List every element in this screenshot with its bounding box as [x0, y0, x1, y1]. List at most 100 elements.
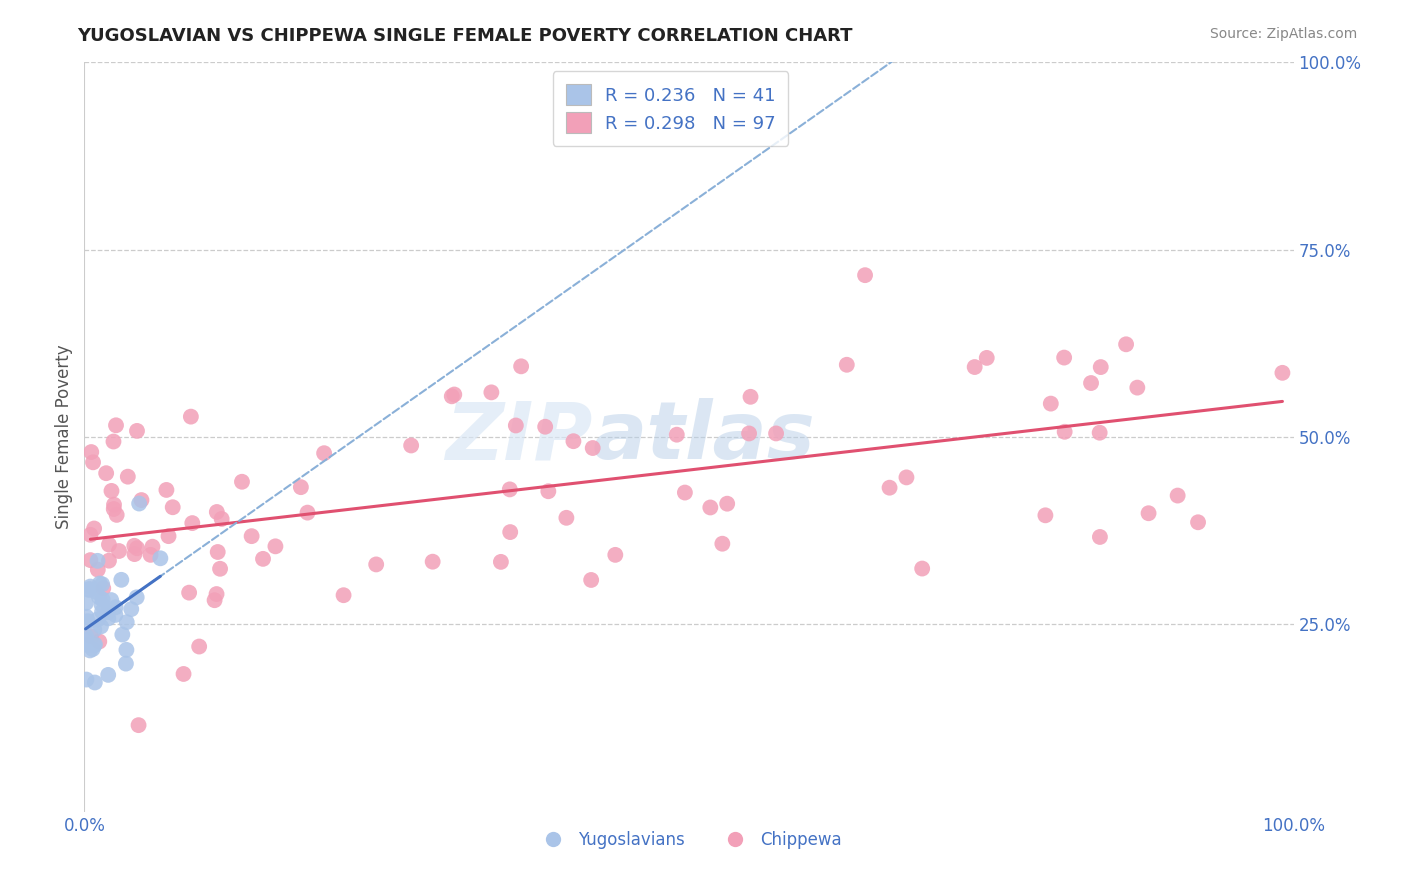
Point: [499, 525, 522, 540]
Point: [1035, 508, 1057, 523]
Point: [211, 512, 233, 526]
Point: [1053, 351, 1076, 365]
Point: [1080, 376, 1102, 390]
Point: [91, 605, 114, 619]
Point: [90, 619, 112, 633]
Point: [911, 561, 934, 575]
Point: [534, 419, 557, 434]
Point: [716, 497, 738, 511]
Text: atlas: atlas: [592, 398, 815, 476]
Point: [90, 598, 112, 612]
Point: [252, 552, 274, 566]
Point: [87, 612, 110, 626]
Point: [124, 547, 146, 561]
Point: [1167, 489, 1189, 503]
Point: [537, 484, 560, 499]
Point: [180, 409, 202, 424]
Point: [240, 529, 263, 543]
Point: [582, 441, 605, 455]
Point: [188, 640, 211, 654]
Point: [104, 607, 127, 622]
Point: [76, 638, 98, 652]
Point: [75, 673, 97, 687]
Point: [75, 630, 97, 644]
Point: [83, 521, 105, 535]
Point: [209, 562, 232, 576]
Point: [117, 469, 139, 483]
Point: [332, 588, 354, 602]
Point: [699, 500, 721, 515]
Point: [1088, 530, 1111, 544]
Legend: Yugoslavians, Chippewa: Yugoslavians, Chippewa: [530, 824, 848, 855]
Point: [1271, 366, 1294, 380]
Point: [422, 555, 444, 569]
Point: [665, 427, 688, 442]
Point: [104, 600, 127, 615]
Point: [97, 605, 120, 619]
Point: [120, 602, 142, 616]
Point: [1053, 425, 1076, 439]
Point: [479, 385, 502, 400]
Point: [231, 475, 253, 489]
Point: [1137, 506, 1160, 520]
Point: [75, 609, 97, 624]
Point: [141, 540, 163, 554]
Point: [111, 627, 134, 641]
Point: [125, 591, 148, 605]
Point: [673, 485, 696, 500]
Point: [1088, 425, 1111, 440]
Point: [83, 675, 105, 690]
Point: [83, 623, 105, 637]
Point: [131, 493, 153, 508]
Point: [1039, 396, 1062, 410]
Text: ZIP: ZIP: [444, 398, 592, 476]
Point: [443, 387, 465, 401]
Point: [738, 426, 761, 441]
Point: [79, 643, 101, 657]
Point: [79, 553, 101, 567]
Point: [125, 424, 148, 438]
Point: [75, 596, 97, 610]
Point: [91, 582, 114, 596]
Point: [579, 573, 602, 587]
Point: [181, 516, 204, 530]
Point: [76, 614, 98, 628]
Y-axis label: Single Female Poverty: Single Female Poverty: [55, 345, 73, 529]
Point: [179, 585, 201, 599]
Point: [555, 510, 578, 524]
Point: [115, 615, 138, 629]
Point: [115, 643, 138, 657]
Point: [91, 577, 114, 591]
Point: [128, 496, 150, 510]
Point: [98, 554, 121, 568]
Point: [128, 718, 150, 732]
Point: [108, 544, 131, 558]
Point: [1090, 360, 1112, 375]
Point: [896, 470, 918, 484]
Point: [207, 545, 229, 559]
Point: [103, 502, 125, 516]
Point: [103, 498, 125, 512]
Point: [91, 592, 114, 607]
Point: [1115, 337, 1137, 351]
Point: [79, 580, 101, 594]
Point: [173, 667, 195, 681]
Point: [87, 563, 110, 577]
Point: [115, 657, 138, 671]
Point: [75, 632, 97, 647]
Point: [499, 483, 522, 497]
Point: [297, 506, 319, 520]
Text: Source: ZipAtlas.com: Source: ZipAtlas.com: [1209, 27, 1357, 41]
Point: [204, 593, 226, 607]
Point: [124, 539, 146, 553]
Point: [82, 642, 104, 657]
Point: [510, 359, 533, 374]
Text: YUGOSLAVIAN VS CHIPPEWA SINGLE FEMALE POVERTY CORRELATION CHART: YUGOSLAVIAN VS CHIPPEWA SINGLE FEMALE PO…: [77, 27, 853, 45]
Point: [89, 576, 111, 591]
Point: [963, 359, 986, 374]
Point: [149, 551, 172, 566]
Point: [399, 438, 422, 452]
Point: [97, 611, 120, 625]
Point: [100, 483, 122, 498]
Point: [879, 481, 901, 495]
